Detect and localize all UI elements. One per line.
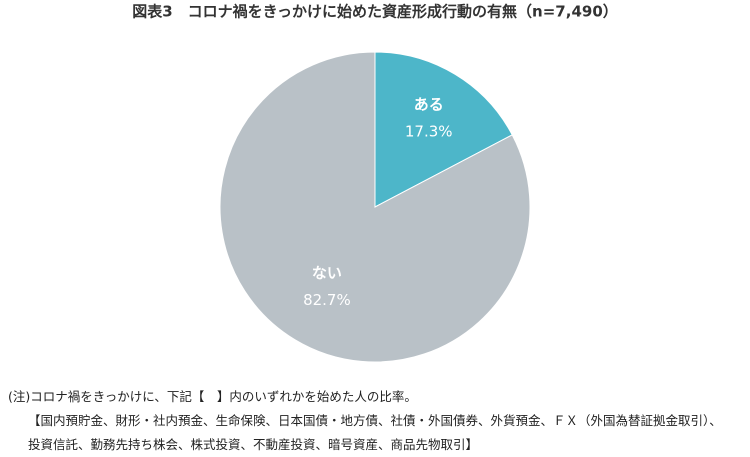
pie-slice bbox=[219, 51, 531, 363]
value-label: 82.7% bbox=[303, 291, 351, 309]
chart: 図表3 コロナ禍をきっかけに始めた資産形成行動の有無（n=7,490） ある 17… bbox=[132, 3, 618, 363]
note: (注)コロナ禍をきっかけに、下記【 】内のいずれかを始めた人の比率。 bbox=[8, 389, 417, 404]
chart-title: 図表3 コロナ禍をきっかけに始めた資産形成行動の有無（n=7,490） bbox=[132, 3, 618, 21]
slice-label: ない bbox=[312, 264, 342, 282]
note: 【国内預貯金、財形・社内預金、生命保険、日本国債・地方債、社債・外国債券、外貨預… bbox=[28, 413, 722, 428]
note: 投資信託、勤務先持ち株会、株式投資、不動産投資、暗号資産、商品先物取引】 bbox=[28, 437, 479, 452]
value-label: 17.3% bbox=[405, 123, 453, 141]
slice-label: ある bbox=[414, 96, 444, 114]
pie-slice bbox=[374, 51, 513, 208]
